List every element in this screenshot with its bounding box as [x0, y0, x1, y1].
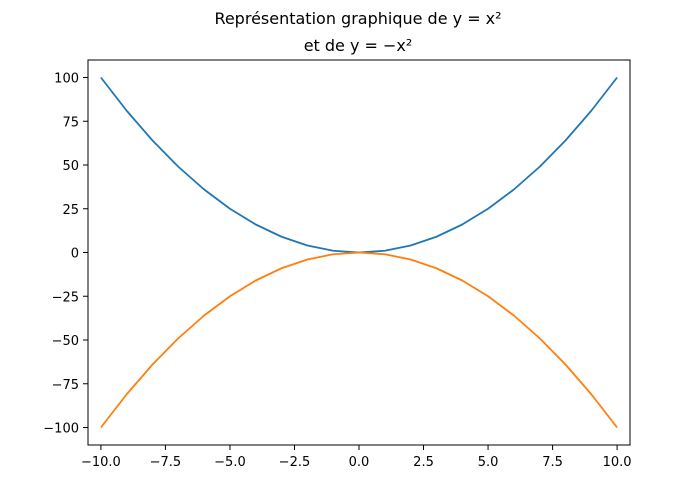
y-tick-label: 25 — [62, 203, 79, 218]
y-tick-label: 75 — [62, 115, 79, 130]
y-tick-label: −50 — [52, 334, 79, 349]
x-tick-label: −2.5 — [279, 455, 311, 470]
y-axis-ticks: 100 75 50 25 0 −25 −50 −75 −100 — [43, 72, 88, 437]
y-tick-label: −75 — [52, 378, 79, 393]
x-tick-label: −7.5 — [150, 455, 182, 470]
x-tick-label: 2.5 — [413, 455, 434, 470]
y-tick-label: −100 — [43, 422, 79, 437]
y-tick-label: 0 — [71, 247, 79, 262]
x-tick-label: 0.0 — [349, 455, 370, 470]
series-layer — [100, 76, 618, 429]
x-tick-label: −10.0 — [81, 455, 121, 470]
y-tick-label: 100 — [54, 72, 79, 87]
x-axis-ticks: −10.0 −7.5 −5.0 −2.5 0.0 2.5 5.0 7.5 10.0 — [81, 445, 632, 470]
chart-title-line2: et de y = −x² — [304, 36, 413, 55]
plot-area: −10.0 −7.5 −5.0 −2.5 0.0 2.5 5.0 7.5 10.0 100 75 5… — [43, 59, 632, 470]
x-tick-label: 10.0 — [603, 455, 632, 470]
y-tick-label: 50 — [62, 159, 79, 174]
series-line-2 — [100, 251, 618, 429]
x-tick-label: 5.0 — [478, 455, 499, 470]
x-tick-label: −5.0 — [214, 455, 246, 470]
chart-title-line1: Représentation graphique de y = x² — [214, 9, 501, 28]
y-tick-label: −25 — [52, 290, 79, 305]
x-tick-label: 7.5 — [542, 455, 563, 470]
